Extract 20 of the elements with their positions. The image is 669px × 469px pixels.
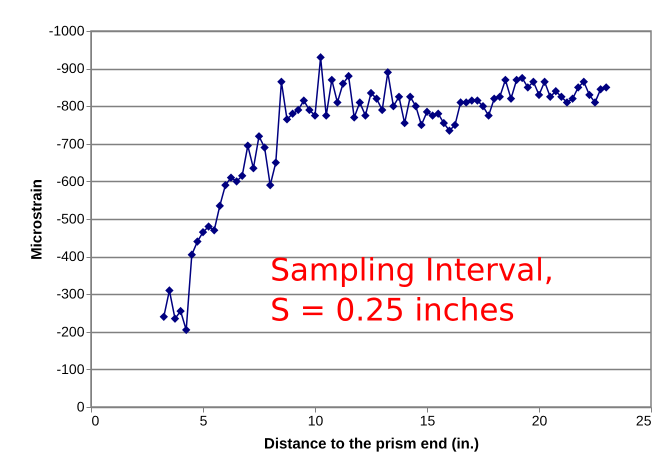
x-tick-label: 15 xyxy=(420,412,436,428)
x-tick-label: 20 xyxy=(532,412,548,428)
annotation: Sampling Interval, S = 0.25 inches xyxy=(270,252,554,329)
x-tick-label: 10 xyxy=(308,412,324,428)
y-axis-title: Microstrain xyxy=(28,179,46,260)
x-tick-label: 0 xyxy=(92,412,100,428)
y-tick-label: -400 xyxy=(56,248,85,264)
y-tick-label: -600 xyxy=(56,172,85,189)
x-axis-title: Distance to the prism end (in.) xyxy=(264,436,480,452)
y-tick-label: -700 xyxy=(56,135,85,152)
y-tick-label: 0 xyxy=(76,398,85,414)
x-tick-label: 5 xyxy=(200,412,208,428)
y-tick-label: -900 xyxy=(56,60,85,76)
y-tick-label: -500 xyxy=(56,210,85,226)
y-tick-label: -100 xyxy=(56,360,85,377)
x-tick-label: 25 xyxy=(636,412,652,428)
y-tick-label: -200 xyxy=(56,323,85,340)
y-tick-label: -800 xyxy=(56,98,85,114)
y-tick-label: -1000 xyxy=(48,22,85,38)
y-tick-label: -300 xyxy=(56,286,85,302)
